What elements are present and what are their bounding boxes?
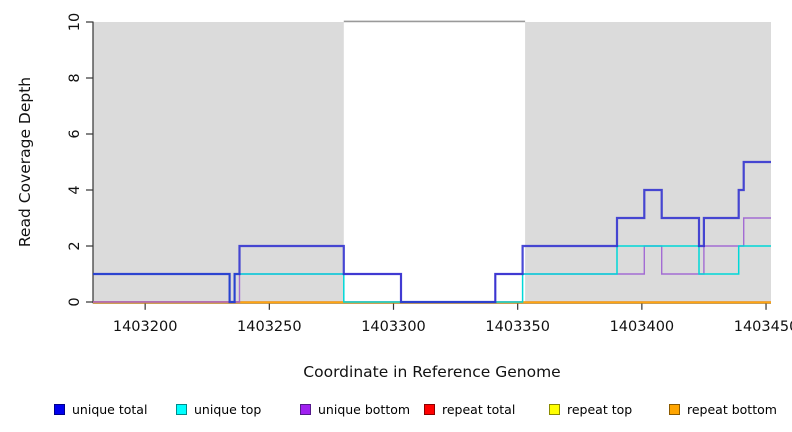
y-tick-label: 8: [67, 73, 83, 82]
y-tick-label: 0: [67, 297, 83, 306]
legend-item-repeat-total: repeat total: [424, 401, 516, 417]
legend-item-unique-top: unique top: [176, 401, 262, 417]
legend-label: unique top: [194, 401, 262, 417]
shaded-regions: [93, 20, 771, 302]
x-tick-label: 1403300: [361, 319, 426, 335]
y-axis-title: Read Coverage Depth: [16, 77, 34, 247]
y-tick-label: 2: [67, 241, 83, 250]
repeat-bottom-swatch-icon: [669, 403, 680, 415]
x-tick-label: 1403400: [610, 319, 675, 335]
x-tick-label: 1403200: [113, 319, 178, 335]
x-tick-label: 1403450: [734, 319, 792, 335]
legend-label: repeat bottom: [687, 401, 777, 417]
y-tick-label: 4: [67, 185, 83, 194]
x-axis-title: Coordinate in Reference Genome: [303, 363, 560, 381]
series-line-unique-total: [93, 160, 771, 304]
x-tick-label: 1403350: [485, 319, 550, 335]
y-tick-label: 10: [67, 13, 83, 31]
series-lines: [93, 160, 771, 304]
shaded-region: [93, 22, 344, 302]
legend-item-repeat-top: repeat top: [549, 401, 633, 417]
legend-label: unique bottom: [318, 401, 411, 417]
legend-label: repeat total: [442, 401, 516, 417]
legend-item-unique-bottom: unique bottom: [300, 401, 411, 417]
legend-item-unique-total: unique total: [54, 401, 148, 417]
y-tick-label: 6: [67, 129, 83, 138]
legend-label: repeat top: [567, 401, 633, 417]
shaded-region: [525, 22, 771, 302]
x-tick-label: 1403250: [237, 319, 302, 335]
unique-total-swatch-icon: [54, 403, 65, 415]
unique-bottom-swatch-icon: [300, 403, 311, 415]
axes: 0 2 4 6 8 10 1403200 1403250 1403300 1403350 14034…: [67, 13, 792, 335]
unique-top-swatch-icon: [176, 403, 187, 415]
legend-label: unique total: [72, 401, 148, 417]
repeat-total-swatch-icon: [424, 403, 435, 415]
repeat-top-swatch-icon: [549, 403, 560, 415]
legend-item-repeat-bottom: repeat bottom: [669, 401, 777, 417]
